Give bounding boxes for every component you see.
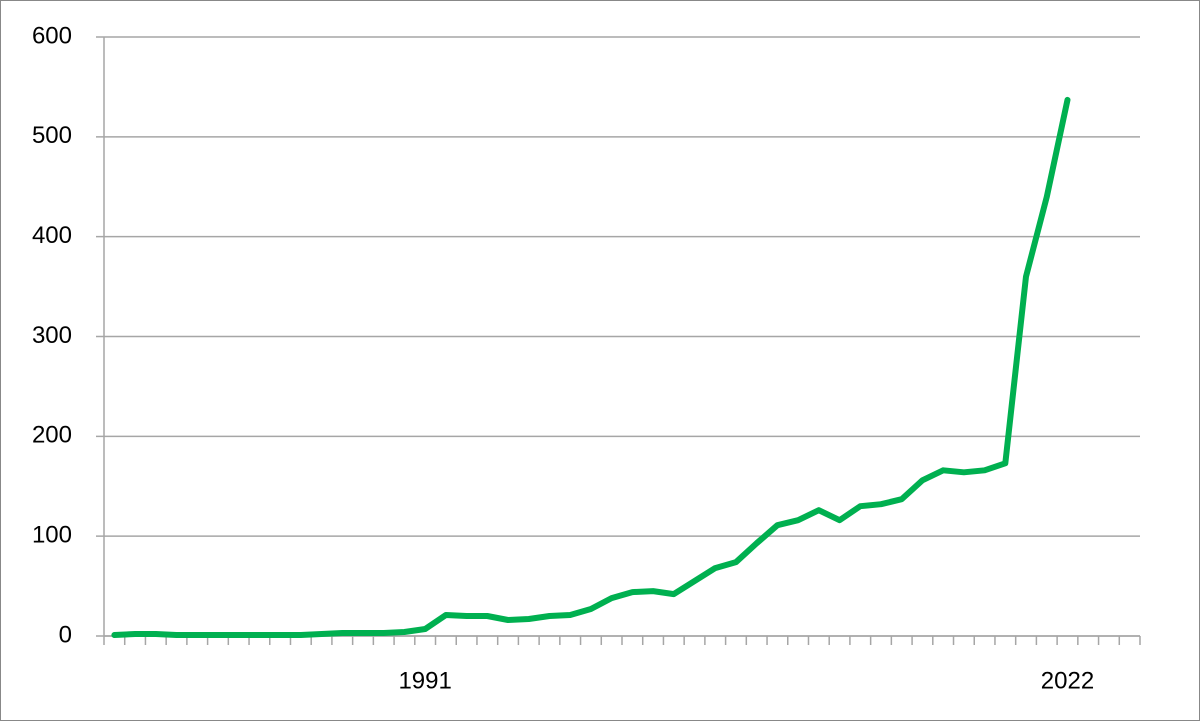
y-tick-label: 100 (32, 522, 72, 549)
x-tick-label: 2022 (1041, 667, 1094, 694)
y-tick-label: 200 (32, 422, 72, 449)
y-tick-label: 0 (59, 621, 72, 648)
data-line (111, 96, 1071, 638)
y-tick-label: 500 (32, 122, 72, 149)
x-tick-label: 1991 (398, 667, 451, 694)
y-tick-label: 400 (32, 222, 72, 249)
y-tick-label: 600 (32, 22, 72, 49)
y-tick-label: 300 (32, 322, 72, 349)
